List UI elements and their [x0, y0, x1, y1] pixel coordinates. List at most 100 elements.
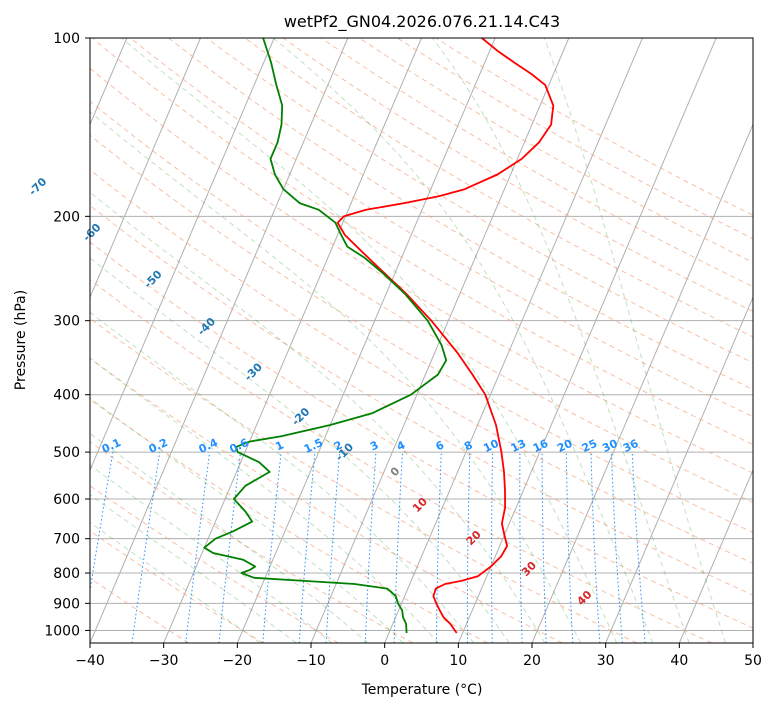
isotherm-line — [531, 123, 753, 643]
moist-adiabat-line — [90, 311, 475, 643]
mixing-ratio-line — [298, 452, 316, 643]
mixing-ratio-label: 30 — [600, 437, 620, 455]
chart-title: wetPf2_GN04.2026.076.21.14.C43 — [284, 12, 560, 32]
plot-frame — [89, 37, 754, 644]
y-tick-label: 700 — [53, 532, 80, 548]
mixing-ratio-label: 13 — [509, 437, 528, 455]
moist-adiabat-line — [431, 38, 690, 643]
isotherm-label: 10 — [410, 495, 430, 515]
isotherm-line — [384, 38, 643, 643]
dry-adiabat-line — [90, 398, 488, 643]
dry-adiabat-line — [359, 38, 753, 264]
x-axis-label: Temperature (°C) — [361, 682, 483, 698]
y-tick-label: 300 — [53, 314, 80, 330]
mixing-ratio-label: 6 — [434, 438, 447, 453]
y-tick-label: 400 — [53, 388, 80, 404]
isotherm-label-zero: 0 — [388, 464, 403, 479]
isotherm-line — [752, 641, 753, 643]
isotherm-label: 40 — [574, 588, 594, 608]
mixing-ratio-label: 3 — [368, 438, 380, 453]
temperature-trace — [336, 38, 555, 634]
moist-adiabat-line — [121, 38, 618, 643]
moist-adiabat-label: -20 — [289, 405, 312, 428]
dry-adiabat-line — [435, 38, 753, 216]
mixing-ratio-line — [364, 452, 377, 643]
isotherm-line — [90, 38, 201, 299]
dry-adiabat-line — [282, 38, 753, 313]
dry-adiabat-line — [90, 279, 712, 643]
mixing-ratio-line — [590, 452, 601, 643]
mixing-ratio-line — [262, 452, 282, 643]
x-tick-label: −30 — [149, 653, 179, 669]
mixing-ratio-label: 36 — [621, 437, 641, 455]
y-tick-label: 500 — [53, 445, 80, 461]
mixing-ratio-line — [491, 452, 494, 643]
mixing-ratio-line — [218, 452, 241, 643]
isotherm-line — [90, 38, 349, 643]
dry-adiabat-line — [130, 38, 753, 418]
dry-adiabat-line — [168, 38, 753, 390]
moist-adiabat-line — [90, 432, 369, 643]
dewpoint-trace — [203, 38, 448, 634]
dry-adiabat-line — [90, 169, 753, 564]
mixing-ratio-label: 16 — [531, 437, 551, 455]
moist-adiabat-line — [90, 397, 404, 643]
moist-adiabat-line — [90, 357, 439, 643]
x-tick-label: −20 — [223, 653, 253, 669]
moist-adiabat-label: -40 — [195, 315, 218, 338]
dry-adiabat-line — [90, 204, 753, 596]
mixing-ratio-label: 20 — [555, 437, 575, 455]
x-tick-label: 10 — [449, 653, 467, 669]
moist-adiabat-label: -50 — [141, 268, 164, 291]
isotherm-line — [678, 468, 753, 643]
x-tick-label: 30 — [597, 653, 615, 669]
dry-adiabat-line — [90, 441, 414, 643]
mixing-ratio-line — [131, 452, 161, 643]
mixing-ratio-label: 1 — [273, 438, 285, 453]
mixing-ratio-label: 8 — [462, 438, 474, 453]
mixing-ratio-line — [519, 452, 523, 643]
dry-adiabat-line — [90, 484, 339, 643]
moist-adiabat-line — [90, 111, 582, 643]
mixing-ratio-label: 0.6 — [227, 436, 250, 456]
mixing-ratio-label: 10 — [481, 437, 501, 455]
mixing-ratio-line — [565, 452, 574, 643]
dry-adiabat-line — [90, 357, 563, 643]
moist-adiabat-line — [90, 494, 297, 643]
dry-adiabat-line — [90, 317, 638, 643]
x-tick-label: 20 — [523, 653, 541, 669]
mixing-ratio-line — [631, 452, 646, 643]
moist-adiabat-line — [90, 257, 510, 643]
moist-adiabat-line — [90, 521, 261, 643]
y-tick-label: 200 — [53, 209, 80, 225]
moist-adiabat-label: -70 — [26, 175, 49, 198]
x-tick-label: 50 — [744, 653, 762, 669]
y-tick-label: 600 — [53, 492, 80, 508]
mixing-ratio-line — [466, 452, 471, 643]
dry-adiabat-line — [91, 38, 753, 446]
y-tick-label: 1000 — [44, 623, 80, 639]
dry-adiabat-line — [244, 38, 753, 338]
mixing-ratio-line — [611, 452, 623, 643]
x-tick-label: −10 — [296, 653, 326, 669]
dry-adiabat-line — [90, 241, 753, 629]
x-tick-label: 40 — [670, 653, 688, 669]
mixing-ratio-line — [435, 452, 442, 643]
moist-adiabat-line — [90, 191, 546, 643]
isotherm-line — [90, 38, 275, 472]
isotherm-line — [457, 38, 717, 643]
y-tick-label: 800 — [53, 566, 80, 582]
y-tick-label: 100 — [53, 31, 80, 47]
isotherm-line — [605, 296, 753, 643]
mixing-ratio-label: 1.5 — [302, 436, 325, 456]
x-tick-label: −40 — [75, 653, 105, 669]
mixing-ratio-label: 25 — [580, 437, 599, 455]
dry-adiabat-line — [90, 134, 753, 534]
mixing-ratio-line — [90, 452, 114, 594]
isotherm-line — [163, 38, 422, 643]
moist-adiabat-line — [273, 38, 654, 643]
moist-adiabat-label: -60 — [80, 221, 103, 244]
y-axis-label: Pressure (hPa) — [13, 290, 29, 390]
mixing-ratio-label: 0.4 — [197, 436, 220, 456]
